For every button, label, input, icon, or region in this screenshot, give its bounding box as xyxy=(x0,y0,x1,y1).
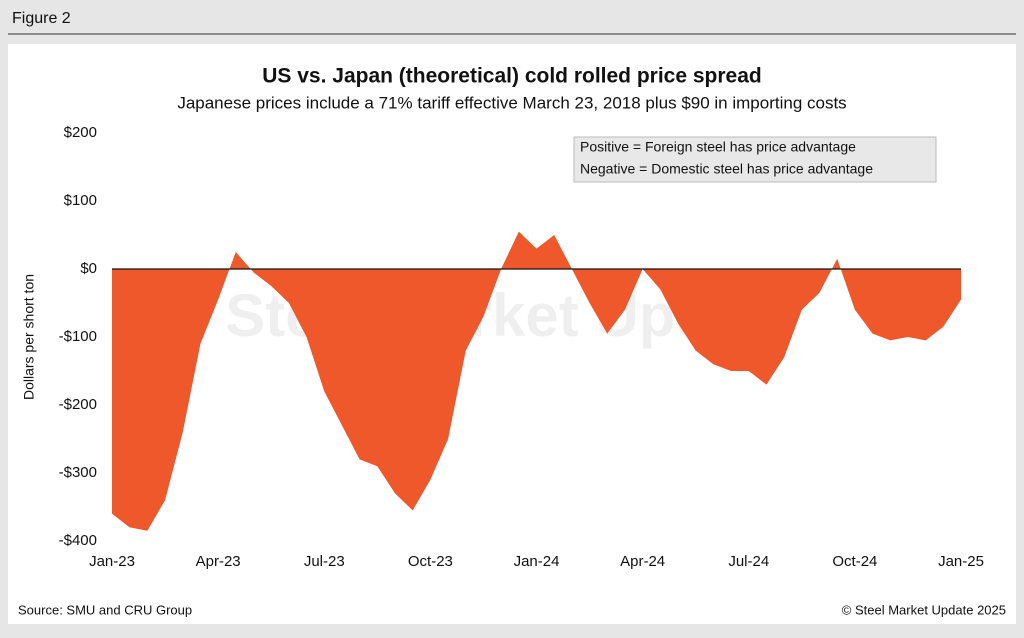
x-tick-label: Jul-23 xyxy=(304,553,345,570)
y-tick-label: -$100 xyxy=(59,328,97,345)
y-tick-label: $0 xyxy=(80,260,97,277)
x-tick-label: Apr-23 xyxy=(196,553,241,570)
y-tick-label: $100 xyxy=(64,192,97,209)
chart-title: US vs. Japan (theoretical) cold rolled p… xyxy=(262,65,762,88)
x-tick-label: Apr-24 xyxy=(620,553,665,570)
area xyxy=(112,231,961,531)
copyright: © Steel Market Update 2025 xyxy=(842,602,1006,617)
y-tick-label: -$300 xyxy=(59,464,97,481)
x-tick-label: Jul-24 xyxy=(728,553,769,570)
y-tick-label: -$400 xyxy=(59,532,97,549)
y-tick-label: $200 xyxy=(64,124,97,141)
source: Source: SMU and CRU Group xyxy=(18,602,192,617)
x-tick-label: Jan-25 xyxy=(938,553,984,570)
x-tick-label: Jan-23 xyxy=(89,553,135,570)
annotation-box xyxy=(573,136,937,183)
x-tick-label: Oct-23 xyxy=(408,553,453,570)
annotation: Positive = Foreign steel has price advan… xyxy=(580,139,856,155)
y-axis-label: Dollars per short ton xyxy=(21,274,37,400)
y-tick-label: -$200 xyxy=(59,396,97,413)
x-tick-label: Oct-24 xyxy=(832,553,877,570)
figure-label: Figure 2 xyxy=(12,10,71,27)
annotation: Negative = Domestic steel has price adva… xyxy=(580,161,873,177)
chart-subtitle: Japanese prices include a 71% tariff eff… xyxy=(177,93,846,112)
x-tick-label: Jan-24 xyxy=(514,553,560,570)
